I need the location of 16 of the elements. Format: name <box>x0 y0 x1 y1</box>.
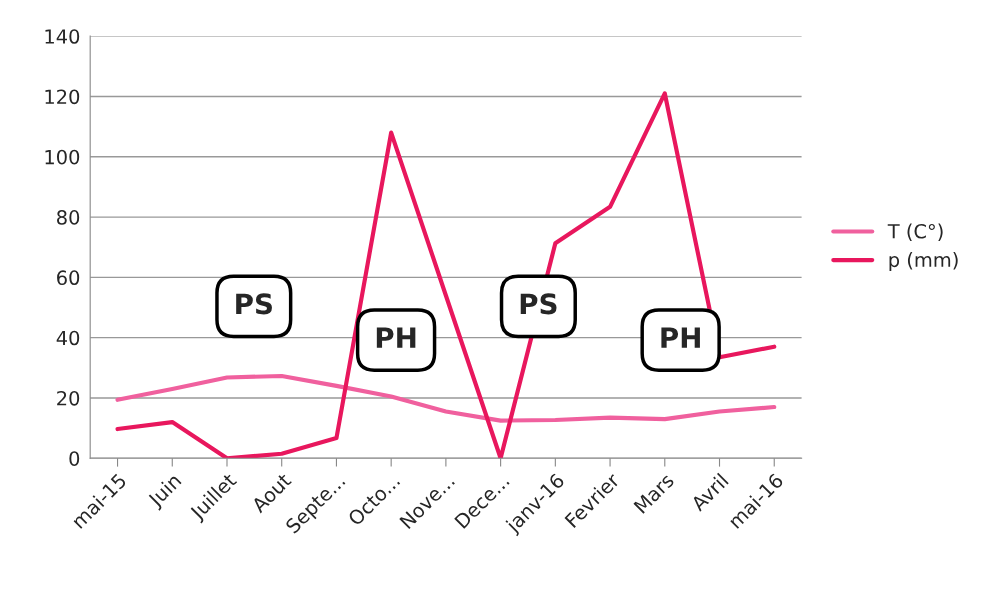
line-series <box>115 91 777 459</box>
y-tick-label: 20 <box>57 390 80 406</box>
legend-label: p (mm) <box>889 252 958 271</box>
y-tick-label: 140 <box>45 29 80 44</box>
y-tick-label: 100 <box>45 149 80 165</box>
annotation: PH <box>661 327 700 348</box>
y-tick-label: 0 <box>69 451 80 466</box>
annotation: PH <box>376 327 416 348</box>
annotation: PS <box>236 293 272 315</box>
y-tick-label: 60 <box>57 270 80 286</box>
legend-label: T (C°) <box>887 223 943 241</box>
y-tick-label: 40 <box>56 330 80 346</box>
annotation: PS <box>520 293 557 315</box>
y-tick-label: 120 <box>45 89 80 105</box>
line-series <box>115 373 777 423</box>
y-tick-label: 80 <box>57 210 80 225</box>
